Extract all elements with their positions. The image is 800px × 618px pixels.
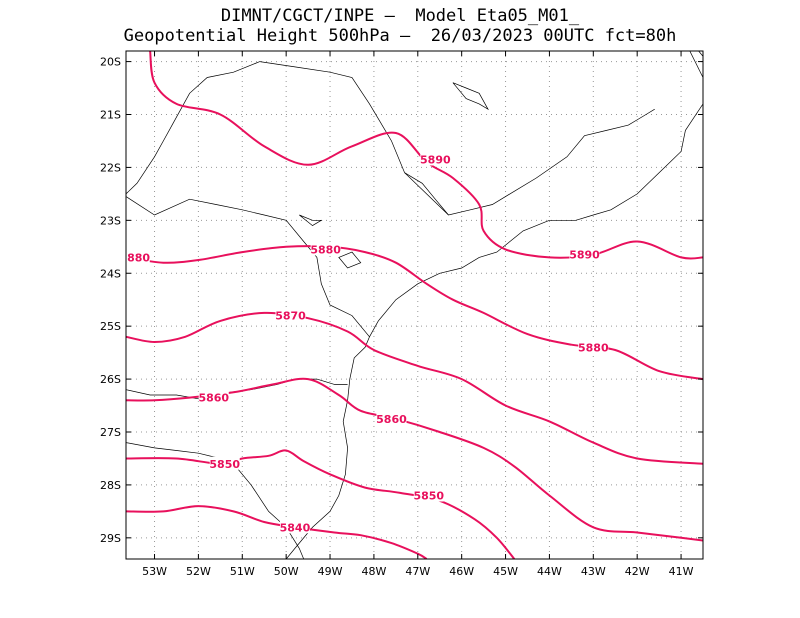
lat-tick-label: 23S <box>100 214 121 227</box>
contour-label-5880: 5880 <box>578 341 609 354</box>
lon-tick-label: 42W <box>625 565 650 578</box>
graticule <box>126 51 703 559</box>
boundary-es-ba-border <box>689 51 703 78</box>
contour-label-5890: 5890 <box>569 249 600 262</box>
boundary-es-mg-border <box>126 61 655 216</box>
contour-label-5880: 5880 <box>310 243 341 256</box>
lat-tick-label: 29S <box>100 532 121 545</box>
lon-tick-label: 49W <box>318 565 343 578</box>
contour-label-bg <box>420 152 451 166</box>
contour-label-bg <box>569 247 600 261</box>
contour-label-bg <box>198 390 229 404</box>
lat-tick-label: 24S <box>100 267 121 280</box>
lon-tick-label: 52W <box>186 565 211 578</box>
contour-label-bg <box>413 488 444 502</box>
contour-label-5840: 5840 <box>280 521 311 534</box>
lon-tick-label: 51W <box>230 565 255 578</box>
boundary-bahia-edge <box>698 51 703 57</box>
lat-tick-label: 22S <box>100 161 121 174</box>
contour-label-5860: 5860 <box>376 413 407 426</box>
map-frame <box>125 50 704 560</box>
contour-label-bg <box>376 411 407 425</box>
lat-tick-label: 25S <box>100 320 121 333</box>
map-title-line1: DIMNT/CGCT/INPE – Model Eta05_M01_ <box>220 6 580 26</box>
contour-label-5880: 5880 <box>119 251 150 264</box>
lon-tick-label: 43W <box>581 565 606 578</box>
lon-tick-label: 47W <box>405 565 430 578</box>
lake-guarapiranga <box>338 251 362 269</box>
lon-tick-label: 46W <box>449 565 474 578</box>
contour-5850 <box>126 449 516 559</box>
lon-tick-label: 53W <box>142 565 167 578</box>
lat-tick-label: 20S <box>100 56 121 69</box>
lon-tick-label: 41W <box>669 565 694 578</box>
lon-tick-label: 48W <box>361 565 386 578</box>
lat-tick-label: 26S <box>100 373 121 386</box>
contour-label-5890: 5890 <box>420 153 451 166</box>
contour-label-5850: 5850 <box>209 458 240 471</box>
lon-tick-label: 45W <box>493 565 518 578</box>
contour-5870 <box>126 311 703 465</box>
lon-tick-label: 50W <box>274 565 299 578</box>
boundary-pr-sc-border <box>126 378 348 401</box>
contour-label-5860: 5860 <box>198 392 229 405</box>
contour-5840 <box>126 505 428 559</box>
boundary-pr-sp-border <box>126 196 370 338</box>
lake-itaipu <box>299 214 323 227</box>
boundary-mg-sp-south <box>404 172 449 216</box>
contour-label-bg <box>310 242 341 256</box>
map-title-line2: Geopotential Height 500hPa – 26/03/2023 … <box>123 26 677 46</box>
contour-label-bg <box>279 520 310 534</box>
contour-label-bg <box>126 250 150 264</box>
contour-label-bg <box>209 456 240 470</box>
lat-tick-label: 27S <box>100 426 121 439</box>
contour-label-bg <box>275 308 306 322</box>
lat-tick-label: 21S <box>100 109 121 122</box>
lake-furnas <box>452 82 489 111</box>
boundary-rj-es-coast <box>285 103 703 559</box>
axis-ticks: 53W 52W 51W 50W 49W 48W 47W 46W 45W 44W 43W 42W 41W 2… <box>100 51 703 578</box>
lat-tick-label: 28S <box>100 479 121 492</box>
coastline-and-borders <box>126 51 703 559</box>
contour-5880 <box>126 245 703 381</box>
contour-label-5870: 5870 <box>275 310 306 323</box>
contour-label-bg <box>578 340 609 354</box>
contour-label-5850: 5850 <box>413 490 444 503</box>
geopotential-contours: 5890 5890 5880 5880 5880 5870 5860 5860 5850 5850… <box>119 51 703 559</box>
lon-tick-label: 44W <box>537 565 562 578</box>
